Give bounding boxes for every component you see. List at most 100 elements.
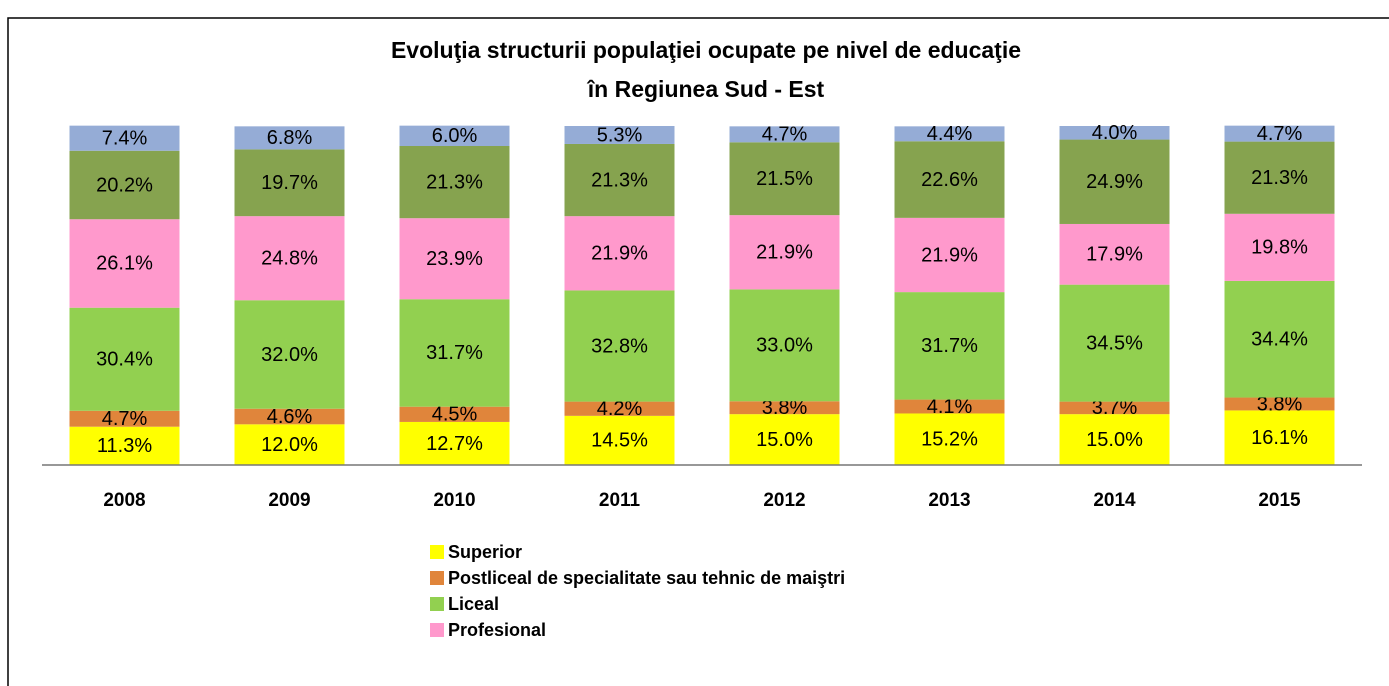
data-label: 4.0% <box>1092 122 1138 144</box>
bar-segment <box>894 399 1005 414</box>
bar-segment <box>564 401 675 416</box>
data-label: 21.9% <box>921 244 978 266</box>
data-label: 4.2% <box>597 398 643 420</box>
bar-segment <box>894 141 1005 218</box>
data-label: 33.0% <box>756 335 813 357</box>
bar-segment <box>564 290 675 402</box>
chart-title: în Regiunea Sud - Est <box>587 76 825 102</box>
legend-label: Profesional <box>448 620 546 640</box>
x-tick-label: 2010 <box>433 490 475 511</box>
bar-segment <box>1224 397 1335 411</box>
data-label: 21.9% <box>756 242 813 264</box>
bar-segment <box>234 126 345 150</box>
data-label: 6.0% <box>432 125 478 147</box>
bar-segment <box>1059 126 1170 140</box>
bar-segment <box>1224 125 1335 142</box>
data-label: 22.6% <box>921 169 978 191</box>
data-label: 31.7% <box>921 335 978 357</box>
bar-segment <box>399 218 510 300</box>
x-tick-label: 2012 <box>763 490 805 511</box>
data-label: 3.7% <box>1092 397 1138 419</box>
bar-segment <box>1059 223 1170 285</box>
legend-swatch <box>430 545 444 559</box>
bar-segment <box>69 426 180 465</box>
bar-segment <box>399 125 510 147</box>
bar-segment <box>729 414 840 465</box>
bar-segment <box>894 413 1005 465</box>
data-label: 4.4% <box>927 123 973 145</box>
data-label: 12.7% <box>426 433 483 455</box>
data-label: 34.5% <box>1086 332 1143 354</box>
data-label: 31.7% <box>426 342 483 364</box>
bar-segment <box>1224 213 1335 281</box>
bar-segment <box>729 215 840 290</box>
bar-segment <box>1059 414 1170 465</box>
bar-segment <box>1224 410 1335 465</box>
bar-segment <box>564 415 675 465</box>
bar-segment <box>894 126 1005 142</box>
data-label: 21.3% <box>1251 167 1308 189</box>
data-label: 6.8% <box>267 127 313 149</box>
legend-swatch <box>430 597 444 611</box>
bar-segment <box>69 307 180 411</box>
data-label: 4.5% <box>432 404 478 426</box>
data-label: 24.9% <box>1086 171 1143 193</box>
data-label: 20.2% <box>96 174 153 196</box>
x-tick-label: 2013 <box>928 490 970 511</box>
x-tick-label: 2015 <box>1258 490 1301 511</box>
data-label: 19.8% <box>1251 237 1308 259</box>
bar-segment <box>69 125 180 151</box>
data-label: 3.8% <box>1257 393 1303 415</box>
legend-swatch <box>430 623 444 637</box>
data-label: 19.7% <box>261 172 318 194</box>
x-tick-label: 2008 <box>103 490 145 511</box>
legend-swatch <box>430 571 444 585</box>
data-label: 17.9% <box>1086 244 1143 266</box>
bar-segment <box>234 424 345 465</box>
x-tick-label: 2014 <box>1093 490 1136 511</box>
data-label: 14.5% <box>591 430 648 452</box>
bar-segment <box>1224 280 1335 398</box>
bar-segment <box>564 143 675 217</box>
data-label: 4.7% <box>1257 123 1303 145</box>
x-tick-label: 2009 <box>268 490 310 511</box>
bar-segment <box>1059 139 1170 224</box>
data-label: 4.6% <box>267 406 313 428</box>
legend-label: Liceal <box>448 594 499 614</box>
legend-label: Superior <box>448 542 522 562</box>
data-label: 21.9% <box>591 243 648 265</box>
data-label: 23.9% <box>426 248 483 270</box>
bar-segment <box>399 421 510 465</box>
data-label: 16.1% <box>1251 427 1308 449</box>
data-label: 4.1% <box>927 396 973 418</box>
bar-segment <box>729 289 840 402</box>
data-label: 5.3% <box>597 124 643 146</box>
bar-segment <box>69 219 180 308</box>
data-label: 15.0% <box>1086 429 1143 451</box>
data-label: 30.4% <box>96 349 153 371</box>
bar-segment <box>399 406 510 422</box>
data-label: 3.8% <box>762 397 808 419</box>
data-label: 21.3% <box>426 171 483 193</box>
bar-segment <box>1224 141 1335 214</box>
data-label: 12.0% <box>261 434 318 456</box>
data-label: 21.5% <box>756 168 813 190</box>
legend-label: Postliceal de specialitate sau tehnic de… <box>448 568 845 588</box>
bar-segment <box>564 216 675 291</box>
data-label: 21.3% <box>591 169 648 191</box>
bar-segment <box>399 146 510 219</box>
bar-segment <box>894 292 1005 400</box>
chart-title: Evoluţia structurii populaţiei ocupate p… <box>391 37 1021 63</box>
bar-segment <box>399 299 510 407</box>
data-label: 32.0% <box>261 344 318 366</box>
bar-segment <box>234 300 345 409</box>
data-label: 4.7% <box>102 408 148 430</box>
data-label: 15.2% <box>921 429 978 451</box>
data-label: 34.4% <box>1251 329 1308 351</box>
x-tick-label: 2011 <box>599 490 641 511</box>
data-label: 7.4% <box>102 127 148 149</box>
bar-segment <box>69 150 180 220</box>
bar-segment <box>729 401 840 415</box>
bar-segment <box>1059 401 1170 415</box>
